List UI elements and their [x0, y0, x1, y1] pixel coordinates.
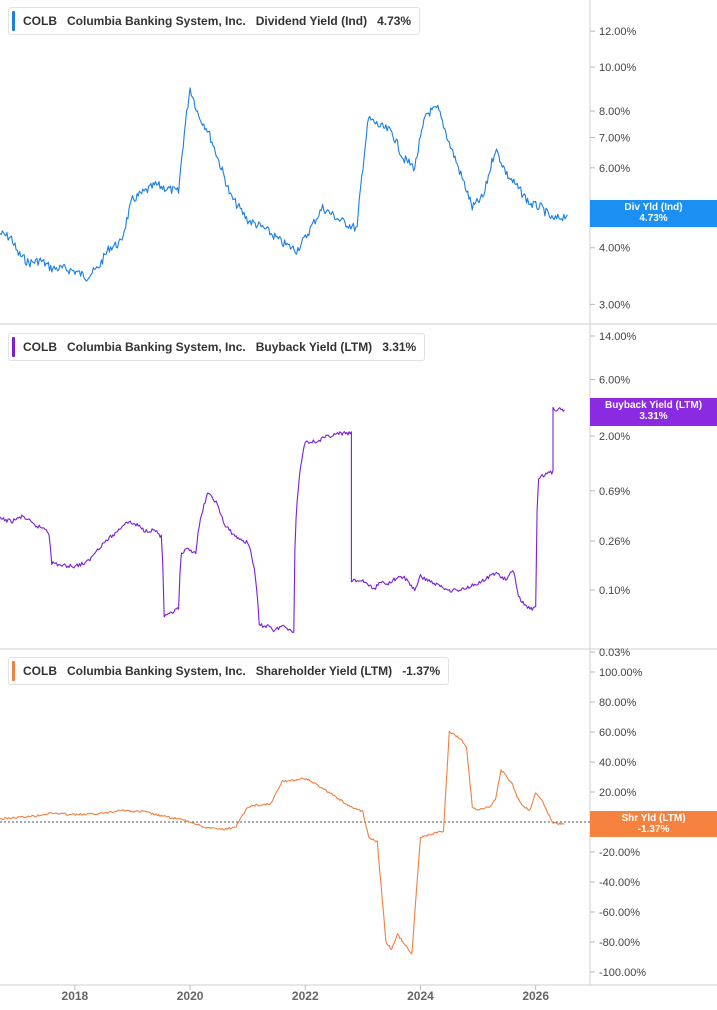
y-tick-label: 4.00%: [599, 243, 630, 255]
y-tick-label: -20.00%: [599, 847, 640, 859]
dividend-tag-value: 4.73%: [639, 213, 668, 224]
shareholder-yield-swatch: [12, 661, 15, 681]
dividend-tag-title: Div Yld (Ind): [624, 202, 683, 213]
y-tick-label: 7.00%: [599, 132, 630, 144]
y-tick-label: 6.00%: [599, 375, 630, 387]
dividend-company: Columbia Banking System, Inc.: [67, 14, 246, 28]
y-tick-label: 20.00%: [599, 787, 637, 799]
y-tick-label: 2.00%: [599, 431, 630, 443]
x-tick-label: 2018: [62, 989, 89, 1003]
y-tick-label: 0.26%: [599, 536, 630, 548]
buyback-metric: Buyback Yield (LTM): [255, 340, 373, 354]
x-tick-label: 2022: [292, 989, 319, 1003]
y-tick-label: 3.00%: [599, 299, 630, 311]
buyback-value: 3.31%: [382, 340, 417, 354]
y-tick-label: 6.00%: [599, 163, 630, 175]
buyback-tag-title: Buyback Yield (LTM): [604, 400, 703, 411]
buyback-yield-tag: Buyback Yield (LTM) 3.31%: [590, 398, 717, 426]
buyback-yield-label: COLB Columbia Banking System, Inc. Buyba…: [8, 333, 426, 361]
shareholder-tag-title: Shr Yld (LTM): [621, 813, 686, 824]
shareholder-metric: Shareholder Yield (LTM): [255, 664, 393, 678]
buyback-yield-swatch: [12, 337, 15, 357]
series-line-1: [0, 406, 565, 634]
y-tick-label: -80.00%: [599, 937, 640, 949]
dividend-yield-swatch: [12, 11, 15, 31]
y-tick-label: 80.00%: [599, 697, 637, 709]
y-tick-label: -100.00%: [599, 967, 646, 979]
y-tick-label: 60.00%: [599, 727, 637, 739]
y-tick-label: 0.69%: [599, 486, 630, 498]
y-tick-label: 12.00%: [599, 26, 637, 38]
x-tick-label: 2026: [522, 989, 549, 1003]
series-line-0: [0, 87, 568, 282]
buyback-company: Columbia Banking System, Inc.: [67, 340, 246, 354]
y-tick-label: -60.00%: [599, 907, 640, 919]
dividend-metric: Dividend Yield (Ind): [255, 14, 368, 28]
series-line-2: [0, 730, 565, 955]
y-tick-label: 100.00%: [599, 667, 643, 679]
x-tick-label: 2020: [177, 989, 204, 1003]
y-tick-label: 10.00%: [599, 62, 637, 74]
y-tick-label: 0.10%: [599, 585, 630, 597]
y-tick-label: 0.03%: [599, 647, 630, 659]
shareholder-value: -1.37%: [402, 664, 441, 678]
shareholder-ticker: COLB: [23, 664, 57, 678]
y-tick-label: 14.00%: [599, 331, 637, 343]
dividend-yield-label: COLB Columbia Banking System, Inc. Divid…: [8, 7, 421, 35]
shareholder-tag-value: -1.37%: [637, 824, 670, 835]
dividend-yield-tag: Div Yld (Ind) 4.73%: [590, 200, 717, 227]
buyback-tag-value: 3.31%: [639, 411, 668, 422]
shareholder-yield-tag: Shr Yld (LTM) -1.37%: [590, 811, 717, 837]
buyback-ticker: COLB: [23, 340, 57, 354]
shareholder-yield-label: COLB Columbia Banking System, Inc. Share…: [8, 657, 450, 685]
dividend-ticker: COLB: [23, 14, 57, 28]
dividend-value: 4.73%: [377, 14, 412, 28]
x-tick-label: 2024: [407, 989, 434, 1003]
y-tick-label: 8.00%: [599, 106, 630, 118]
shareholder-company: Columbia Banking System, Inc.: [67, 664, 246, 678]
y-tick-label: 40.00%: [599, 757, 637, 769]
y-tick-label: -40.00%: [599, 877, 640, 889]
